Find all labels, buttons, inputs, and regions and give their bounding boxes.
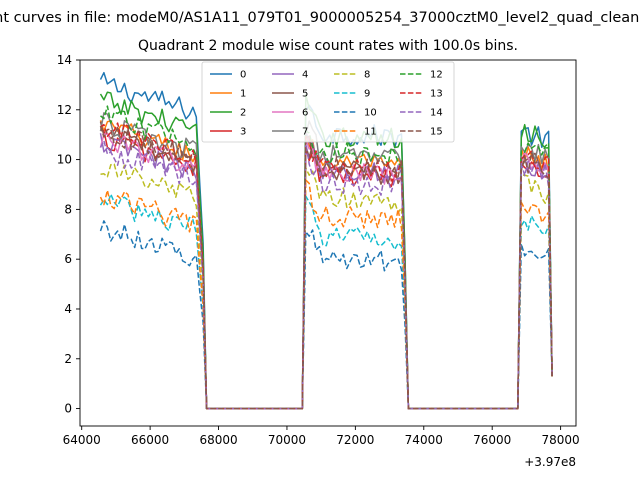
legend-label-13: 13 [430, 89, 443, 100]
x-tick-label: 70000 [268, 433, 306, 447]
legend-label-7: 7 [302, 127, 308, 138]
y-tick-label: 10 [57, 153, 72, 167]
chart-title: Quadrant 2 module wise count rates with … [138, 38, 518, 54]
legend-label-4: 4 [302, 70, 308, 81]
axes-frame [79, 59, 577, 427]
legend-label-0: 0 [240, 70, 246, 81]
series-line-11 [99, 179, 553, 410]
x-tick-label: 74000 [405, 433, 443, 447]
x-tick-label: 76000 [473, 433, 511, 447]
series-line-15 [99, 125, 553, 410]
legend-label-11: 11 [364, 127, 377, 138]
x-tick-label: 78000 [542, 433, 580, 447]
x-tick-label: 64000 [63, 433, 101, 447]
legend-label-5: 5 [302, 89, 308, 100]
legend-label-6: 6 [302, 108, 308, 119]
legend-label-2: 2 [240, 108, 246, 119]
y-tick-label: 8 [64, 202, 72, 216]
legend-label-8: 8 [364, 70, 370, 81]
legend-label-3: 3 [240, 127, 246, 138]
y-tick-label: 12 [57, 103, 72, 117]
figure-suptitle: Light curves in file: modeM0/AS1A11_079T… [0, 10, 640, 26]
legend-label-10: 10 [364, 108, 377, 119]
legend-label-15: 15 [430, 127, 443, 138]
series-line-13 [100, 122, 553, 410]
x-axis: 64000 66000 68000 70000 72000 74000 76000 78000 [63, 426, 580, 447]
y-tick-label: 4 [64, 302, 72, 316]
legend-label-12: 12 [430, 70, 443, 81]
y-axis: 0 2 4 6 8 10 12 14 [57, 53, 80, 416]
y-tick-label: 2 [64, 352, 72, 366]
x-tick-label: 72000 [336, 433, 374, 447]
legend-label-14: 14 [430, 108, 443, 119]
x-tick-label: 68000 [199, 433, 237, 447]
legend-box [201, 61, 455, 143]
plot-area: 64000 66000 68000 70000 72000 74000 76000 78000… [57, 53, 580, 469]
legend-label-1: 1 [240, 89, 246, 100]
legend-label-9: 9 [364, 89, 370, 100]
x-tick-label: 66000 [131, 433, 169, 447]
x-offset-label: +3.97e8 [524, 455, 576, 469]
series-line-10 [99, 220, 553, 410]
y-tick-label: 0 [64, 402, 72, 416]
y-tick-label: 6 [64, 252, 72, 266]
y-tick-label: 14 [57, 53, 72, 67]
